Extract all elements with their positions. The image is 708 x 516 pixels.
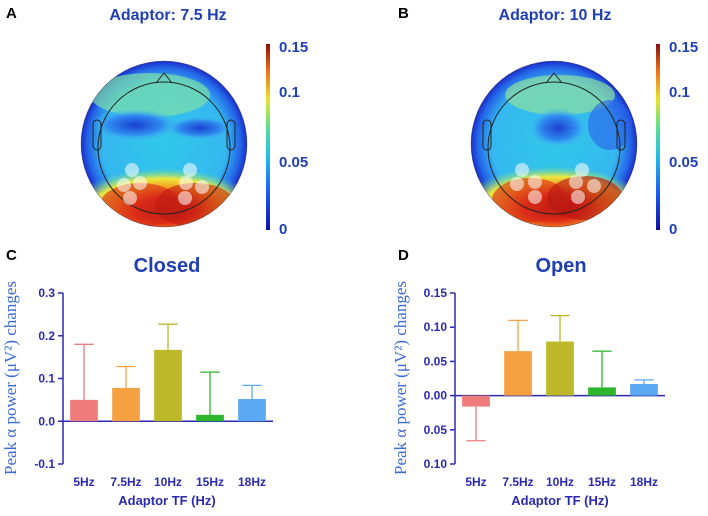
- colorbar-b-tick: 0.05: [669, 154, 698, 171]
- y-tick-label: 0.05: [424, 354, 448, 368]
- topomap-b: [470, 60, 638, 228]
- y-tick-label: 0.1: [38, 372, 55, 386]
- colorbar-a-tick: 0.05: [279, 154, 308, 171]
- colorbar-b-tick: 0.1: [669, 84, 690, 101]
- panel-label-c: C: [6, 247, 17, 264]
- x-tick-label: 7.5Hz: [110, 475, 141, 489]
- bar: [504, 351, 532, 396]
- chart-d-ylabel: Peak α power (μV²) changes: [391, 281, 410, 475]
- topomap-a: [80, 60, 248, 228]
- colorbar-b: 0.15 0.1 0.05 0: [656, 39, 698, 238]
- colorbar-b-tick: 0.15: [669, 39, 698, 56]
- bar-chart-open: D Open Peak α power (μV²) changes Adapto…: [391, 247, 665, 508]
- chart-c-xlabel: Adaptor TF (Hz): [118, 493, 215, 508]
- x-tick-label: 7.5Hz: [502, 475, 533, 489]
- bar: [462, 395, 490, 407]
- y-tick-label: -0.1: [34, 457, 55, 471]
- nose-icon: [155, 72, 173, 84]
- bar: [588, 387, 616, 396]
- y-tick-label: 0.05: [424, 423, 448, 437]
- x-tick-label: 10Hz: [154, 475, 182, 489]
- electrode-markers: [510, 163, 601, 204]
- panel-b: B Adaptor: 10 Hz: [398, 5, 698, 238]
- chart-c-ylabel: Peak α power (μV²) changes: [1, 281, 20, 475]
- x-tick-label: 15Hz: [196, 475, 224, 489]
- ear-right-icon: [226, 119, 236, 151]
- bar: [70, 399, 98, 422]
- x-tick-label: 5Hz: [73, 475, 94, 489]
- chart-d-title: Open: [535, 255, 586, 277]
- head-outline: [97, 81, 231, 215]
- colorbar-a-tick: 0.1: [279, 84, 300, 101]
- electrode-markers: [117, 163, 209, 205]
- panel-a: A Adaptor: 7.5 Hz: [6, 5, 308, 238]
- bar: [630, 383, 658, 396]
- bar: [546, 341, 574, 396]
- y-tick-label: 0.3: [38, 286, 55, 300]
- colorbar-a-tick: 0.15: [279, 39, 308, 56]
- y-tick-label: 0.15: [424, 286, 448, 300]
- ear-right-icon: [616, 119, 626, 151]
- bar: [112, 387, 140, 422]
- chart-c-title: Closed: [134, 255, 201, 277]
- chart-d-xlabel: Adaptor TF (Hz): [511, 493, 608, 508]
- y-tick-label: 0.2: [38, 329, 55, 343]
- x-tick-label: 18Hz: [630, 475, 658, 489]
- head-outline: [487, 81, 621, 215]
- topomap-a-title: Adaptor: 7.5 Hz: [109, 7, 226, 24]
- bar-chart-closed: C Closed Peak α power (μV²) changes Adap…: [1, 247, 273, 508]
- colorbar-b-tick: 0: [669, 221, 677, 238]
- x-tick-label: 15Hz: [588, 475, 616, 489]
- bar: [154, 349, 182, 422]
- ear-left-icon: [92, 119, 102, 151]
- x-tick-label: 18Hz: [238, 475, 266, 489]
- y-tick-label: 0.10: [424, 457, 448, 471]
- nose-icon: [545, 72, 563, 84]
- chart-d-marks: 0.10 0.05 0.00 0.05 0.10 0.15 5Hz 7.5Hz 10Hz 15Hz…: [424, 286, 665, 489]
- bar: [196, 414, 224, 422]
- ear-left-icon: [482, 119, 492, 151]
- x-tick-label: 10Hz: [546, 475, 574, 489]
- y-tick-label: 0.10: [424, 320, 448, 334]
- bar: [238, 399, 266, 422]
- panel-label-d: D: [398, 247, 409, 264]
- y-tick-label: 0.0: [38, 414, 55, 428]
- x-tick-label: 5Hz: [465, 475, 486, 489]
- colorbar-a-tick: 0: [279, 221, 287, 238]
- panel-label-a: A: [6, 5, 17, 22]
- panel-label-b: B: [398, 5, 409, 22]
- chart-c-marks: -0.1 0.0 0.1 0.2 0.3 5Hz 7.5Hz 10Hz 15Hz 18Hz: [34, 286, 273, 489]
- colorbar-a: 0.15 0.1 0.05 0: [266, 39, 308, 238]
- y-tick-label: 0.00: [424, 389, 448, 403]
- topomap-b-title: Adaptor: 10 Hz: [499, 7, 612, 24]
